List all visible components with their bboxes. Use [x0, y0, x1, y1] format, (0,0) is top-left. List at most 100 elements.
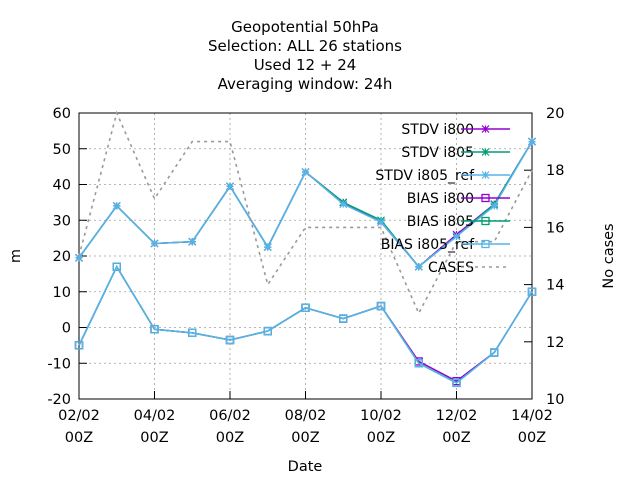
marker-stroke [339, 200, 348, 209]
legend-label: CASES [428, 260, 474, 276]
x-tick-sublabel: 00Z [291, 430, 319, 446]
y-tick-label: 30 [53, 213, 71, 229]
legend-marker [481, 193, 490, 203]
data-point [226, 182, 234, 191]
data-point [225, 335, 235, 345]
x-tick-label: 08/02 [285, 408, 327, 424]
legend-label: BIAS i805_ref [381, 237, 475, 253]
legend-marker [481, 239, 490, 249]
marker-stroke [263, 243, 272, 251]
title-line-4: Averaging window: 24h [218, 75, 393, 93]
data-point [112, 262, 121, 271]
x-tick-label: 04/02 [134, 408, 176, 424]
legend-label: STDV i800 [401, 122, 474, 138]
y-tick-label: -20 [47, 392, 71, 408]
x-tick-sublabel: 00Z [518, 430, 546, 446]
marker-stroke [481, 148, 490, 156]
series-stdv-i805-ref [75, 137, 536, 271]
data-point [490, 202, 499, 210]
marker-stroke [75, 253, 83, 262]
data-point [339, 314, 348, 323]
data-point [339, 200, 348, 209]
legend-label: STDV i805_ref [375, 168, 475, 184]
data-point [377, 218, 385, 226]
y-tick-label: -10 [47, 356, 71, 372]
x-tick-label: 02/02 [58, 408, 100, 424]
data-point [150, 325, 159, 334]
data-point [376, 301, 386, 311]
legend-marker [481, 216, 490, 226]
data-point [414, 262, 423, 271]
legend-label: BIAS i800 [407, 191, 474, 207]
x-tick-label: 12/02 [436, 408, 478, 424]
data-point [490, 348, 499, 357]
data-point [74, 341, 84, 350]
data-point [150, 239, 159, 248]
marker-stroke [490, 202, 499, 210]
marker-stroke [481, 125, 490, 133]
marker-stroke [188, 237, 197, 246]
y-axis-label: m [8, 249, 24, 263]
y2-tick-label: 16 [546, 220, 564, 236]
y2-tick-label: 14 [546, 278, 564, 294]
data-point [188, 328, 197, 338]
title-line-3: Used 12 + 24 [254, 56, 357, 74]
marker-stroke [414, 262, 423, 271]
y-tick-label: 40 [53, 178, 71, 194]
x-tick-sublabel: 00Z [216, 430, 244, 446]
x-tick-label: 06/02 [209, 408, 251, 424]
marker-stroke [528, 137, 536, 146]
x-tick-label: 10/02 [360, 408, 402, 424]
x-tick-sublabel: 00Z [140, 430, 168, 446]
axis-ticks: -20 -10 0 10 20 30 40 50 60 10 12 14 16 18 20 02/02 00Z 0… [47, 106, 564, 446]
marker-stroke [150, 239, 159, 248]
series-lines [74, 110, 537, 388]
y-tick-label: 50 [53, 142, 71, 158]
data-point [263, 243, 272, 251]
data-point [301, 303, 310, 312]
legend-marker [481, 171, 490, 179]
y2-tick-label: 20 [546, 106, 564, 122]
marker-stroke [452, 232, 461, 241]
x-axis-label: Date [288, 459, 323, 475]
legend-marker [481, 148, 490, 156]
chart-title: Geopotential 50hPa Selection: ALL 26 sta… [208, 18, 402, 93]
marker-stroke [377, 218, 385, 226]
title-line-1: Geopotential 50hPa [231, 18, 379, 36]
data-point [414, 359, 423, 368]
y2-tick-label: 18 [546, 163, 564, 179]
legend-label: STDV i805 [401, 145, 474, 161]
data-point [452, 232, 461, 241]
series-line [78, 265, 533, 384]
legend-label: BIAS i805 [407, 214, 474, 230]
legend: STDV i800 STDV i805 STDV i805_ref BIAS i800… [375, 122, 510, 276]
data-point [452, 378, 461, 388]
y-tick-label: 60 [53, 106, 71, 122]
data-point [188, 237, 197, 246]
marker-stroke [226, 182, 234, 191]
data-point [528, 137, 536, 146]
series-line [78, 110, 533, 316]
data-point [301, 168, 310, 176]
y-tick-label: 0 [62, 321, 71, 337]
x-tick-sublabel: 00Z [65, 430, 93, 446]
data-point [263, 326, 272, 336]
y2-tick-label: 12 [546, 335, 564, 351]
series-bias-i805-ref [74, 262, 537, 388]
y2-axis-label: No cases [601, 223, 617, 288]
x-tick-sublabel: 00Z [367, 430, 395, 446]
marker-stroke [301, 168, 310, 176]
marker-stroke [481, 171, 490, 179]
data-point [112, 202, 121, 210]
marker-stroke [112, 202, 121, 210]
data-point [527, 287, 537, 296]
title-line-2: Selection: ALL 26 stations [208, 37, 402, 55]
x-tick-sublabel: 00Z [442, 430, 470, 446]
y-tick-label: 20 [53, 249, 71, 265]
y-tick-label: 10 [53, 285, 71, 301]
series-cases [78, 110, 533, 316]
x-tick-label: 14/02 [511, 408, 553, 424]
y2-tick-label: 10 [546, 392, 564, 408]
